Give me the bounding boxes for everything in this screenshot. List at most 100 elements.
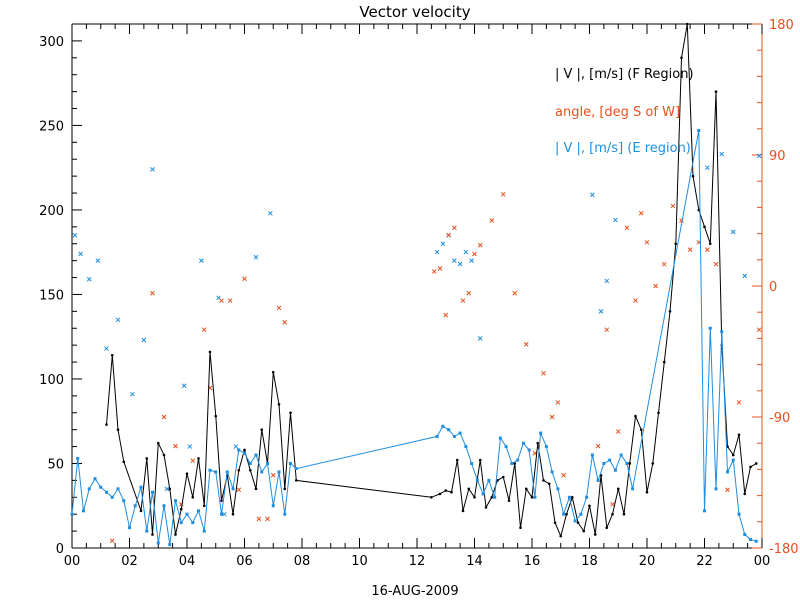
angle-point — [705, 247, 710, 252]
f-region-point — [593, 533, 597, 536]
e-region-scatter-point — [115, 317, 121, 323]
e-region-point — [613, 468, 617, 472]
f-region-point — [680, 56, 683, 60]
f-region-point — [179, 507, 183, 511]
legend-f-region: | V |, [m/s] (F Region) — [555, 67, 694, 82]
e-region-point — [191, 521, 195, 525]
f-region-point — [576, 521, 580, 524]
e-region-point — [596, 478, 600, 482]
e-region-point — [631, 487, 635, 491]
e-region-scatter-point — [187, 444, 193, 449]
f-region-point — [191, 495, 195, 499]
x-tick-label: 04 — [179, 554, 196, 569]
e-region-scatter-point — [199, 258, 204, 263]
e-region-point — [521, 441, 525, 445]
e-region-point — [168, 543, 172, 547]
e-region-point — [260, 470, 264, 474]
angle-point — [109, 538, 115, 544]
e-region-point — [99, 485, 103, 489]
e-region-scatter-point — [104, 346, 109, 351]
f-region-point — [645, 490, 649, 494]
f-region-point — [162, 453, 166, 457]
e-region-point — [567, 495, 571, 499]
angle-point — [736, 400, 742, 405]
f-region-point — [156, 441, 160, 445]
e-region-point — [708, 326, 712, 330]
f-region-point — [139, 509, 143, 513]
e-region-point — [185, 512, 189, 516]
f-region-point — [513, 462, 517, 465]
angle-point — [452, 225, 457, 231]
f-region-point — [202, 504, 206, 508]
e-region-scatter-point — [141, 337, 147, 343]
f-region-point — [536, 441, 540, 445]
y-left-tick-label: 150 — [39, 288, 64, 303]
x-tick-labels: 00 02 04 06 08 10 12 14 16 18 20 22 00 — [64, 554, 771, 569]
f-region-series-layer — [105, 22, 758, 538]
y-right-tick-label: -90 — [769, 411, 790, 426]
angle-point — [437, 266, 443, 271]
f-region-point — [519, 526, 522, 530]
e-region-point — [726, 470, 729, 474]
angle-point — [661, 261, 667, 267]
angle-point — [236, 487, 242, 493]
angle-point — [489, 218, 495, 223]
angle-point — [173, 443, 178, 449]
y-right-tick-label: 180 — [769, 18, 794, 33]
e-region-scatter-point — [164, 486, 170, 492]
angle-point — [555, 400, 561, 405]
e-region-scatter-point — [222, 511, 227, 517]
e-region-point — [493, 495, 497, 499]
e-region-point — [197, 509, 200, 513]
f-region-point — [737, 433, 741, 437]
e-region-point — [208, 468, 212, 472]
f-region-point — [605, 526, 609, 530]
e-region-point — [625, 461, 629, 465]
e-region-scatter-point — [72, 232, 78, 238]
f-region-point — [277, 403, 281, 406]
e-region-point — [608, 458, 612, 462]
angle-point — [541, 370, 546, 376]
e-region-point — [602, 461, 606, 465]
y-right-tick-labels: -180 -90 0 90 180 — [769, 18, 799, 557]
angle-point — [265, 516, 270, 522]
e-region-point — [544, 445, 548, 449]
e-region-scatter-point — [469, 258, 474, 263]
angle-point — [610, 501, 615, 507]
e-region-scatter-point — [150, 167, 155, 172]
e-region-point — [220, 512, 223, 516]
e-region-scatter-point — [95, 258, 101, 263]
f-region-point — [438, 492, 442, 496]
x-tick-label: 22 — [696, 554, 713, 569]
f-region-point — [174, 533, 177, 536]
e-region-point — [82, 509, 85, 513]
e-region-point — [289, 461, 292, 465]
f-region-point — [501, 475, 505, 479]
f-region-point — [122, 460, 126, 464]
angle-point — [219, 298, 224, 303]
e-region-point — [585, 495, 589, 499]
f-region-point — [547, 482, 551, 486]
angle-series-layer — [109, 191, 762, 544]
e-region-scatter-point — [756, 153, 762, 159]
e-region-point — [743, 532, 747, 536]
legend-angle: angle, [deg S of W] — [555, 105, 680, 120]
e-region-point — [475, 478, 479, 482]
f-region-point — [455, 458, 459, 462]
angle-point — [604, 327, 610, 333]
angle-point — [270, 472, 276, 478]
e-region-point — [133, 504, 137, 508]
x-tick-label: 00 — [754, 554, 771, 569]
f-region-point — [294, 479, 298, 482]
e-region-point — [254, 453, 258, 457]
e-region-line — [71, 130, 757, 545]
e-region-point — [116, 487, 120, 491]
f-region-point — [524, 487, 528, 491]
e-region-scatter-point — [730, 229, 736, 235]
e-region-point — [447, 428, 451, 432]
f-region-point — [208, 350, 212, 354]
e-region-point — [266, 461, 269, 465]
f-region-point — [542, 479, 545, 482]
x-tick-label: 12 — [409, 554, 426, 569]
e-region-point — [749, 538, 752, 542]
